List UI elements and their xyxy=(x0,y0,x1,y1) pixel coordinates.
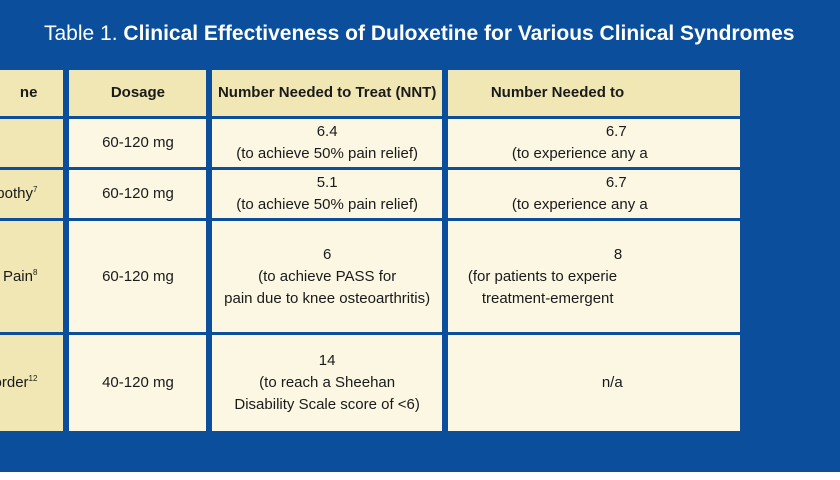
nnt-note: (to achieve 50% pain relief) xyxy=(236,196,419,213)
nnt-value: 6 xyxy=(322,245,332,263)
nnh-note: (to experience any a xyxy=(511,145,648,162)
nnh-cell: n/a xyxy=(447,335,740,431)
table-viewport: ne Dosage Number Needed to Treat (NNT) N… xyxy=(0,70,840,436)
header-syndrome: ne xyxy=(0,70,64,119)
dosage-cell: 60-120 mg xyxy=(69,170,207,221)
nnh-cell: 6.7 (to experience any a xyxy=(447,119,740,170)
nnh-value: 8 xyxy=(613,245,623,263)
effectiveness-table: ne Dosage Number Needed to Treat (NNT) N… xyxy=(0,70,746,431)
table-number: Table 1. xyxy=(44,22,118,45)
syndrome-cell: Disorder12 xyxy=(0,335,64,431)
header-dosage: Dosage xyxy=(69,70,207,119)
nnt-cell: 14 (to reach a Sheehan Disability Scale … xyxy=(212,335,442,431)
header-nnh-label: Number Needed to xyxy=(490,84,625,101)
nnh-cell: 8 (for patients to experie treatment-eme… xyxy=(447,221,740,335)
nnh-cell: 6.7 (to experience any a xyxy=(447,170,740,221)
syndrome-ref: 12 xyxy=(28,374,38,383)
header-dosage-label: Dosage xyxy=(110,84,166,101)
syndrome-text: europothy xyxy=(0,185,33,202)
table-row: eletal Pain8 60-120 mg 6 (to achieve PAS… xyxy=(0,221,740,335)
nnh-value: 6.7 xyxy=(605,174,627,191)
nnh-value: n/a xyxy=(601,374,623,391)
nnh-note-2: treatment-emergent xyxy=(481,289,614,307)
nnt-note: (to achieve PASS for xyxy=(258,267,397,285)
syndrome-ref: 7 xyxy=(32,185,38,194)
dosage-text: 60-120 mg xyxy=(102,267,174,285)
nnh-note: (for patients to experie xyxy=(467,267,618,285)
nnt-note-2: Disability Scale score of <6) xyxy=(234,396,420,413)
syndrome-cell: europothy7 xyxy=(0,170,64,221)
header-row: ne Dosage Number Needed to Treat (NNT) N… xyxy=(0,70,740,119)
nnh-note: (to experience any a xyxy=(511,196,648,213)
syndrome-text: Disorder xyxy=(0,374,29,391)
title-bar: Table 1. Clinical Effectiveness of Dulox… xyxy=(0,0,840,70)
table-row: Disorder12 40-120 mg 14 (to reach a Shee… xyxy=(0,335,740,431)
nnt-value: 5.1 xyxy=(316,174,338,191)
nnt-value: 14 xyxy=(318,352,336,369)
syndrome-text: eletal Pain xyxy=(0,267,33,285)
bottom-margin xyxy=(0,472,840,480)
nnt-note-2: pain due to knee osteoarthritis) xyxy=(224,289,431,307)
nnt-cell: 6 (to achieve PASS for pain due to knee … xyxy=(212,221,442,335)
dosage-cell: 40-120 mg xyxy=(69,335,207,431)
dosage-text: 40-120 mg xyxy=(102,374,174,391)
nnt-value: 6.4 xyxy=(316,123,338,140)
dosage-cell: 60-120 mg xyxy=(69,119,207,170)
header-nnt-label: Number Needed to Treat (NNT) xyxy=(217,84,437,101)
nnt-cell: 5.1 (to achieve 50% pain relief) xyxy=(212,170,442,221)
table-caption: Clinical Effectiveness of Duloxetine for… xyxy=(123,22,795,45)
table-title: Table 1. Clinical Effectiveness of Dulox… xyxy=(44,22,794,46)
table-row: europothy7 60-120 mg 5.1 (to achieve 50%… xyxy=(0,170,740,221)
dosage-cell: 60-120 mg xyxy=(69,221,207,335)
table-row: 60-120 mg 6.4 (to achieve 50% pain relie… xyxy=(0,119,740,170)
dosage-text: 60-120 mg xyxy=(102,185,174,202)
header-nnh: Number Needed to xyxy=(447,70,740,119)
nnt-note: (to achieve 50% pain relief) xyxy=(236,145,419,162)
dosage-text: 60-120 mg xyxy=(102,134,174,151)
syndrome-ref: 8 xyxy=(32,267,38,277)
nnt-cell: 6.4 (to achieve 50% pain relief) xyxy=(212,119,442,170)
syndrome-cell: eletal Pain8 xyxy=(0,221,64,335)
nnt-note: (to reach a Sheehan xyxy=(259,374,396,391)
syndrome-cell xyxy=(0,119,64,170)
nnh-value: 6.7 xyxy=(605,123,627,140)
header-syndrome-label: ne xyxy=(19,84,38,101)
header-nnt: Number Needed to Treat (NNT) xyxy=(212,70,442,119)
